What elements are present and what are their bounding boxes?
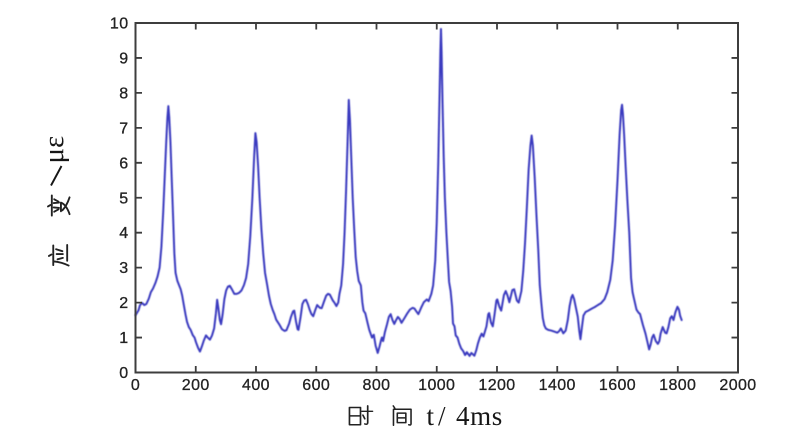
svg-text:8: 8 xyxy=(119,85,128,102)
svg-text:600: 600 xyxy=(302,377,330,394)
svg-text:0: 0 xyxy=(119,365,128,382)
svg-text:5: 5 xyxy=(119,190,128,207)
svg-text:7: 7 xyxy=(119,120,128,137)
svg-text:10: 10 xyxy=(110,16,129,33)
svg-text:1600: 1600 xyxy=(599,377,636,394)
svg-text:200: 200 xyxy=(182,377,210,394)
svg-text:2: 2 xyxy=(119,295,128,312)
svg-text:1800: 1800 xyxy=(659,377,696,394)
svg-text:400: 400 xyxy=(242,377,270,394)
svg-text:4: 4 xyxy=(119,225,128,242)
svg-text:2000: 2000 xyxy=(719,377,756,394)
svg-text:1000: 1000 xyxy=(418,377,455,394)
svg-text:με: με xyxy=(38,136,70,164)
svg-text:800: 800 xyxy=(363,377,391,394)
svg-text:/: / xyxy=(438,401,446,431)
svg-text:9: 9 xyxy=(119,50,128,67)
svg-text:6: 6 xyxy=(119,155,128,172)
svg-text:0: 0 xyxy=(131,377,140,394)
svg-text:1200: 1200 xyxy=(478,377,515,394)
svg-text:1400: 1400 xyxy=(539,377,576,394)
svg-text:4ms: 4ms xyxy=(456,401,503,431)
svg-text:3: 3 xyxy=(119,260,128,277)
svg-text:1: 1 xyxy=(119,330,128,347)
svg-text:t: t xyxy=(427,401,435,431)
